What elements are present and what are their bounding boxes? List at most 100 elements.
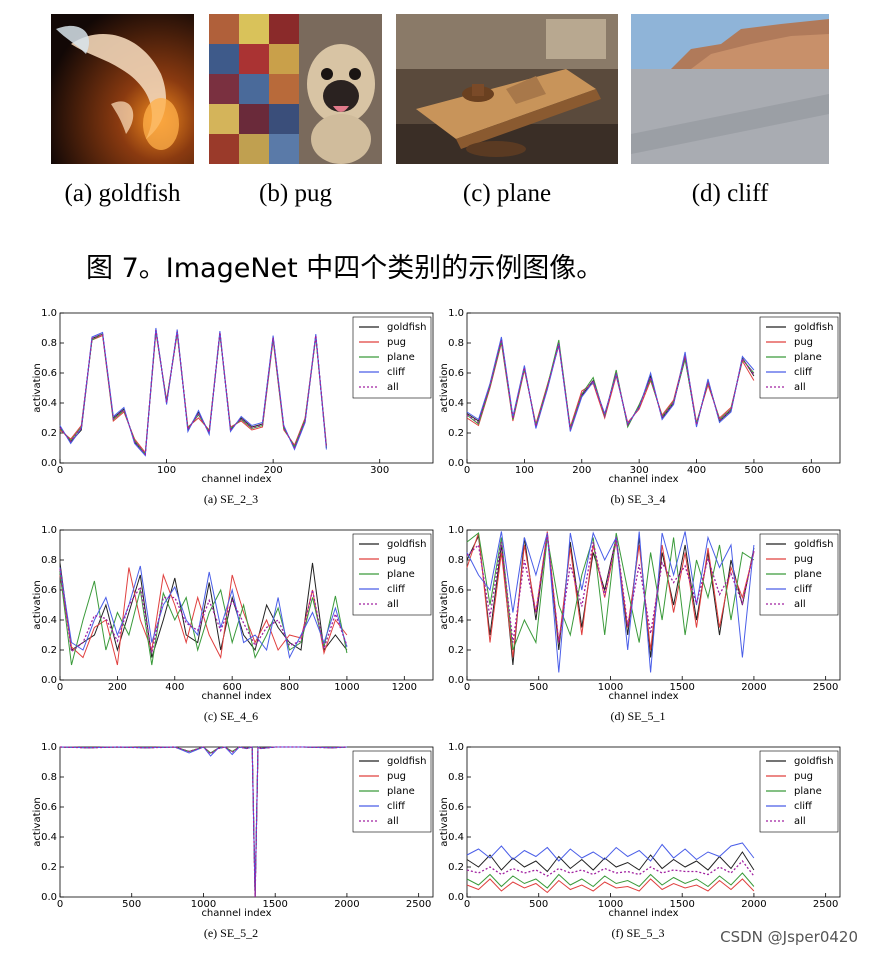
- legend-label-pug: pug: [387, 554, 406, 565]
- legend-label-cliff: cliff: [387, 367, 406, 378]
- y-tick-label: 0.8: [41, 338, 57, 349]
- legend-label-cliff: cliff: [794, 584, 813, 595]
- series-line-plane: [59, 571, 348, 666]
- y-tick-label: 0.6: [448, 585, 464, 596]
- y-tick-label: 0.0: [448, 458, 464, 469]
- y-tick-label: 0.0: [41, 892, 57, 903]
- x-tick-label: 1000: [598, 899, 623, 910]
- series-line-pug: [59, 567, 348, 666]
- series-line-cliff: [466, 531, 755, 673]
- legend-label-cliff: cliff: [794, 367, 813, 378]
- chart-se-3-4: 0.0 0.2 0.4 0.6 0.8 1.0 0 100 200 300 400 500 600 cha…: [437, 305, 841, 485]
- chart-se-5-2: 0.0 0.2 0.4 0.6 0.8 1.0 0 500 1000 1500 2000 2500 ch…: [30, 739, 434, 919]
- cliff-caption: (d) cliff: [691, 180, 769, 207]
- series-line-cliff: [59, 565, 348, 660]
- x-tick-label: 1500: [262, 899, 287, 910]
- y-tick-label: 0.8: [448, 338, 464, 349]
- series-line-plane: [466, 872, 755, 889]
- x-tick-label: 2000: [741, 899, 766, 910]
- x-tick-label: 1000: [334, 682, 359, 693]
- goldfish-photo: [51, 14, 194, 164]
- y-axis-label: activation: [32, 363, 43, 413]
- legend-label-goldfish: goldfish: [794, 539, 833, 550]
- y-tick-label: 0.8: [41, 555, 57, 566]
- x-tick-label: 1000: [191, 899, 216, 910]
- x-tick-label: 0: [57, 899, 63, 910]
- caption-se-2-3: (a) SE_2_3: [203, 492, 259, 506]
- x-tick-label: 500: [529, 899, 548, 910]
- legend-label-cliff: cliff: [387, 801, 406, 812]
- csdn-watermark: CSDN @Jsper0420: [720, 928, 858, 946]
- chart-svg-se-3-4: 0.0 0.2 0.4 0.6 0.8 1.0 0 100 200 300 400 500 600 cha…: [439, 308, 841, 485]
- y-tick-label: 0.4: [448, 615, 464, 626]
- y-tick-label: 0.2: [448, 862, 464, 873]
- y-tick-label: 0.6: [41, 802, 57, 813]
- y-tick-label: 1.0: [448, 308, 464, 319]
- x-tick-label: 500: [122, 899, 141, 910]
- legend-label-all: all: [794, 816, 806, 827]
- series-line-all: [59, 568, 348, 654]
- legend-label-cliff: cliff: [794, 801, 813, 812]
- y-tick-label: 0.4: [41, 615, 57, 626]
- x-tick-label: 400: [687, 465, 706, 476]
- y-tick-label: 0.0: [41, 458, 57, 469]
- x-tick-label: 600: [802, 465, 821, 476]
- legend-label-pug: pug: [794, 337, 813, 348]
- y-tick-label: 1.0: [448, 525, 464, 536]
- x-tick-label: 0: [464, 899, 470, 910]
- legend-label-goldfish: goldfish: [794, 756, 833, 767]
- y-tick-label: 0.8: [41, 772, 57, 783]
- x-tick-label: 0: [57, 465, 63, 476]
- chart-svg-se-2-3: 0.0 0.2 0.4 0.6 0.8 1.0 0 100 200 300 channel inde…: [32, 308, 434, 485]
- y-tick-label: 0.6: [448, 802, 464, 813]
- legend-label-all: all: [794, 599, 806, 610]
- legend-label-pug: pug: [387, 337, 406, 348]
- x-tick-label: 100: [157, 465, 176, 476]
- legend-label-all: all: [387, 382, 399, 393]
- x-axis-label: channel index: [201, 474, 271, 485]
- y-tick-label: 0.2: [41, 645, 57, 656]
- x-tick-label: 0: [57, 682, 63, 693]
- y-tick-label: 0.4: [41, 398, 57, 409]
- y-tick-label: 0.2: [41, 862, 57, 873]
- x-tick-label: 200: [108, 682, 127, 693]
- x-axis-label: channel index: [608, 691, 678, 702]
- y-axis-label: activation: [439, 580, 450, 630]
- y-axis-label: activation: [32, 797, 43, 847]
- y-tick-label: 1.0: [41, 525, 57, 536]
- series-line-all: [59, 330, 328, 456]
- pug-image: [209, 14, 382, 164]
- y-tick-label: 1.0: [41, 742, 57, 753]
- legend-label-cliff: cliff: [387, 584, 406, 595]
- x-tick-label: 2500: [813, 899, 838, 910]
- legend-label-pug: pug: [387, 771, 406, 782]
- x-tick-label: 100: [515, 465, 534, 476]
- y-tick-label: 0.6: [41, 585, 57, 596]
- x-axis-label: channel index: [201, 908, 271, 919]
- chart-svg-se-5-2: 0.0 0.2 0.4 0.6 0.8 1.0 0 500 1000 1500 2000 2500 ch…: [32, 742, 434, 919]
- series-line-goldfish: [466, 851, 755, 873]
- series-line-plane: [466, 532, 755, 651]
- y-tick-label: 1.0: [448, 742, 464, 753]
- legend-label-plane: plane: [387, 352, 415, 363]
- y-tick-label: 0.6: [41, 368, 57, 379]
- x-tick-label: 200: [572, 465, 591, 476]
- y-tick-label: 0.4: [448, 398, 464, 409]
- x-tick-label: 300: [370, 465, 389, 476]
- x-tick-label: 300: [630, 465, 649, 476]
- y-tick-label: 0.4: [41, 832, 57, 843]
- pug-caption: (b) pug: [259, 180, 332, 207]
- legend-label-all: all: [387, 599, 399, 610]
- caption-se-5-1: (d) SE_5_1: [610, 709, 666, 723]
- x-axis-label: channel index: [608, 474, 678, 485]
- legend-label-goldfish: goldfish: [387, 322, 426, 333]
- plane-image: [396, 14, 618, 164]
- series-line-pug: [466, 531, 755, 658]
- legend-label-plane: plane: [794, 569, 822, 580]
- caption-se-5-3: (f) SE_5_3: [611, 926, 665, 940]
- y-tick-label: 0.6: [448, 368, 464, 379]
- y-tick-label: 0.8: [448, 555, 464, 566]
- legend-label-pug: pug: [794, 554, 813, 565]
- y-tick-label: 0.4: [448, 832, 464, 843]
- chart-svg-se-4-6: 0.0 0.2 0.4 0.6 0.8 1.0 0 200 400 600 800 1000 1200 c…: [32, 525, 434, 702]
